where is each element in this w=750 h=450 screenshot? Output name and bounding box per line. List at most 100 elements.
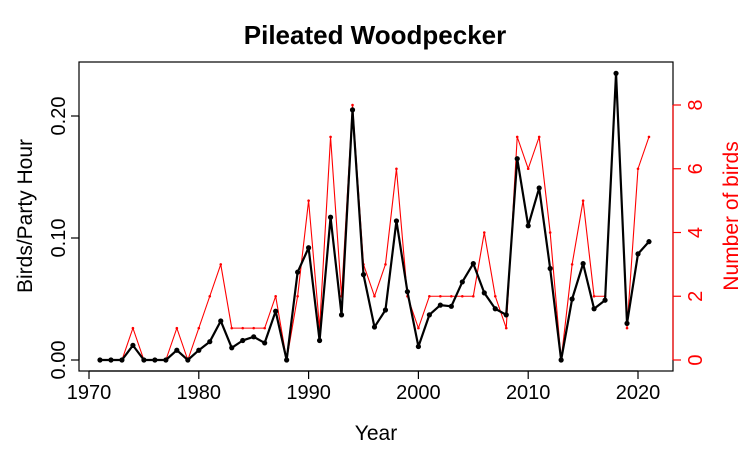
number-of-birds-point (208, 294, 212, 298)
number-of-birds-point (493, 294, 497, 298)
number-of-birds-point (384, 263, 387, 266)
y-right-tick-label: 2 (685, 291, 707, 302)
number-of-birds-point (263, 326, 266, 330)
y-tick-label: 0.00 (48, 341, 70, 380)
y-right-tick-label: 8 (685, 99, 707, 110)
number-of-birds-point (296, 294, 299, 298)
birds-per-party-hour-point (229, 345, 235, 351)
birds-per-party-hour-point (141, 357, 147, 363)
y-tick-label: 0.20 (48, 97, 70, 136)
birds-per-party-hour-point (503, 312, 509, 318)
number-of-birds-point (241, 326, 245, 330)
number-of-birds-point (636, 167, 640, 171)
y-right-tick-label: 0 (685, 354, 707, 365)
series-line-number-of-birds (99, 72, 650, 361)
birds-per-party-hour-point (426, 312, 432, 318)
number-of-birds-point (428, 294, 431, 298)
axes: 1970 1980 1990 2000 2010 2020 0.00 0.10 0.20 0 2 4 6… (48, 97, 707, 404)
birds-per-party-hour-point (130, 342, 136, 348)
x-tick-label: 1970 (67, 382, 112, 404)
number-of-birds-point (351, 103, 354, 107)
birds-per-party-hour-point (404, 289, 411, 295)
birds-per-party-hour-point (306, 245, 312, 251)
x-tick-label: 1990 (286, 382, 331, 404)
number-of-birds-point (548, 231, 552, 234)
birds-per-party-hour-point (470, 261, 476, 267)
birds-per-party-hour-point (316, 337, 323, 344)
birds-per-party-hour-point (338, 312, 345, 318)
chart-title: Pileated Woodpecker (244, 20, 507, 50)
birds-per-party-hour-point (569, 296, 575, 302)
birds-per-party-hour-point (382, 307, 389, 313)
y-right-tick-label: 6 (685, 163, 707, 174)
birds-per-party-hour-point (415, 343, 421, 350)
number-of-birds-point (625, 326, 629, 330)
birds-per-party-hour-point (514, 156, 520, 162)
x-tick-label: 2020 (616, 382, 661, 404)
y-axis-label: Birds/Party Hour (14, 139, 37, 293)
number-of-birds-point (482, 231, 486, 234)
birds-per-party-hour-point (580, 261, 586, 267)
number-of-birds-point (219, 263, 223, 266)
number-of-birds-point (395, 167, 398, 171)
number-of-birds-point (461, 294, 464, 298)
birds-per-party-hour-point (119, 357, 125, 363)
x-tick-label: 2000 (396, 382, 441, 404)
birds-per-party-hour-point (207, 339, 213, 345)
birds-per-party-hour-point (448, 303, 454, 309)
birds-per-party-hour-point (624, 320, 630, 326)
birds-per-party-hour-point (349, 107, 356, 113)
number-of-birds-point (570, 263, 574, 266)
number-of-birds-point (274, 294, 277, 298)
birds-per-party-hour-point (635, 251, 641, 257)
birds-per-party-hour-point (459, 279, 465, 285)
birds-per-party-hour-point (273, 308, 279, 314)
x-tick-label: 2010 (506, 382, 551, 404)
number-of-birds-point (417, 326, 420, 330)
birds-per-party-hour-point (437, 302, 443, 308)
birds-per-party-hour-point (196, 347, 202, 353)
number-of-birds-point (307, 199, 310, 202)
x-axis-label: Year (355, 422, 397, 445)
number-of-birds-point (515, 135, 519, 139)
number-of-birds-point (537, 135, 541, 139)
birds-per-party-hour-point (185, 357, 191, 363)
birds-per-party-hour-point (152, 357, 158, 363)
number-of-birds-point (581, 199, 585, 202)
number-of-birds-point (131, 326, 135, 330)
birds-per-party-hour-point (602, 297, 608, 303)
y-axis-right-label: Number of birds (720, 141, 743, 290)
birds-per-party-hour-point (251, 334, 257, 340)
number-of-birds-point (252, 326, 255, 330)
birds-per-party-hour-point (240, 337, 246, 344)
birds-per-party-hour-point (218, 318, 224, 324)
birds-per-party-hour-point (393, 218, 400, 224)
number-of-birds-point (647, 135, 651, 139)
number-of-birds-point (230, 326, 234, 330)
number-of-birds-point (197, 326, 201, 330)
number-of-birds-point (450, 294, 453, 298)
birds-per-party-hour-point (613, 70, 619, 76)
y-right-tick-label: 4 (685, 227, 707, 238)
birds-per-party-hour-point (646, 239, 652, 245)
birds-per-party-hour-point (174, 347, 180, 353)
number-of-birds-point (526, 167, 530, 171)
number-of-birds-point (373, 294, 376, 298)
number-of-birds-point (504, 326, 508, 330)
number-of-birds-point (592, 294, 596, 298)
plot-area (97, 70, 652, 363)
birds-per-party-hour-point (360, 272, 367, 278)
x-tick-label: 1980 (177, 382, 222, 404)
birds-per-party-hour-point (591, 306, 597, 312)
birds-per-party-hour-point (97, 357, 103, 363)
birds-per-party-hour-point (295, 269, 301, 275)
birds-per-party-hour-point (327, 214, 334, 220)
birds-per-party-hour-point (547, 265, 553, 272)
number-of-birds-point (472, 294, 475, 298)
birds-per-party-hour-point (163, 357, 169, 363)
birds-per-party-hour-point (284, 357, 290, 363)
birds-per-party-hour-point (481, 290, 487, 296)
birds-per-party-hour-point (525, 223, 531, 229)
birds-per-party-hour-point (371, 324, 378, 330)
